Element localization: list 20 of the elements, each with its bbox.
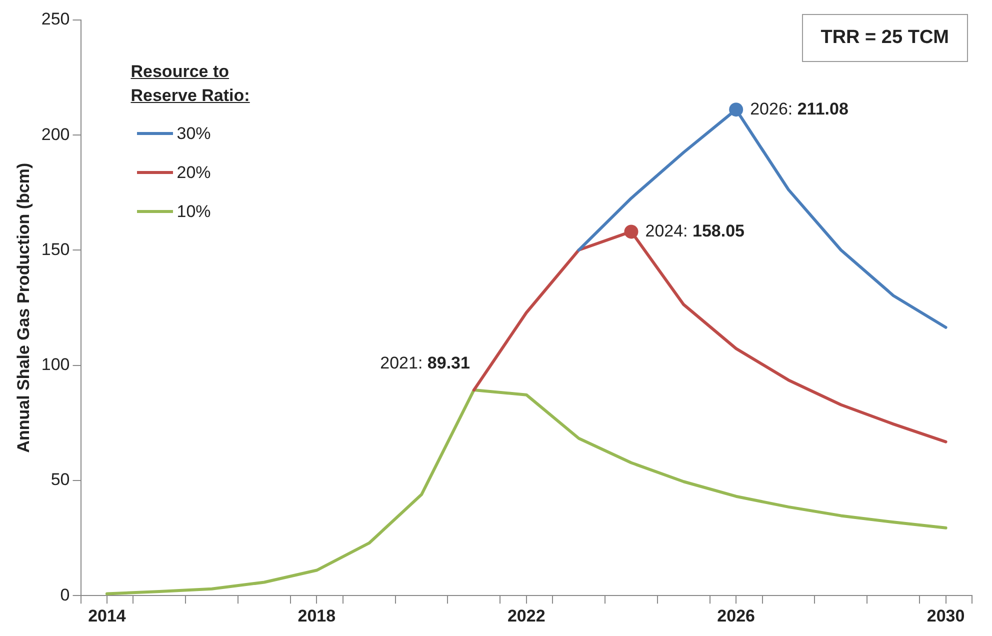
legend-label: 20% <box>176 162 211 182</box>
legend-title: Resource to Reserve Ratio: <box>130 61 251 107</box>
y-tick-label: 100 <box>41 355 70 374</box>
x-tick-label: 2030 <box>926 606 965 626</box>
x-tick-label: 2026 <box>717 606 755 626</box>
data-label: 2021: 89.31 <box>380 354 470 373</box>
y-tick-label: 0 <box>60 585 70 604</box>
annotation: TRR = 25 TCM <box>802 14 968 62</box>
x-tick-label: 2014 <box>88 606 126 626</box>
data-label: 2026: 211.08 <box>750 99 848 118</box>
x-tick-label: 2018 <box>298 606 336 626</box>
legend-label: 30% <box>176 124 211 144</box>
y-tick-label: 150 <box>41 240 70 259</box>
y-axis-title: Annual Shale Gas Production (bcm) <box>14 162 33 453</box>
y-tick-label: 50 <box>50 470 70 490</box>
x-tick-label: 2022 <box>507 606 546 626</box>
y-tick-label: 250 <box>41 10 70 29</box>
data-label: 2024: 158.05 <box>645 221 744 240</box>
legend-label: 10% <box>176 202 211 222</box>
y-tick-label: 200 <box>41 124 70 144</box>
